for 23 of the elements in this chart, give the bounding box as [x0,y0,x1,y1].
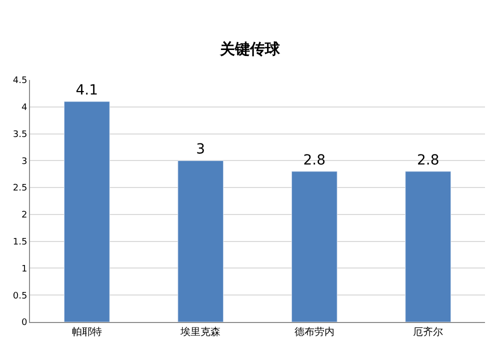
y-tick-label: 0 [21,318,28,328]
bar [291,171,338,322]
y-tick-label: 4 [21,103,28,114]
y-tick-label: 0.5 [12,291,28,302]
x-tick-label: 帕耶特 [72,326,102,338]
x-tick-label: 埃里克森 [180,326,221,338]
y-tick-label: 1 [21,264,28,274]
y-tick-label: 4.5 [12,76,28,86]
y-tick-label: 2 [21,210,28,221]
y-tick-label: 3.5 [12,130,28,140]
y-tick-label: 3 [21,156,28,167]
data-label: 2.8 [416,152,440,168]
y-tick-label: 1.5 [12,237,28,248]
bar [64,101,110,322]
x-tick-label: 厄齐尔 [413,326,444,338]
x-tick-label: 德布劳内 [294,326,334,338]
bar [178,160,224,322]
data-label: 2.8 [303,152,326,168]
bar [405,171,452,322]
chart-title: 关键传球 [219,40,281,58]
data-label: 4.1 [76,82,98,99]
y-tick-label: 2.5 [12,184,28,194]
data-label: 3 [196,142,206,158]
